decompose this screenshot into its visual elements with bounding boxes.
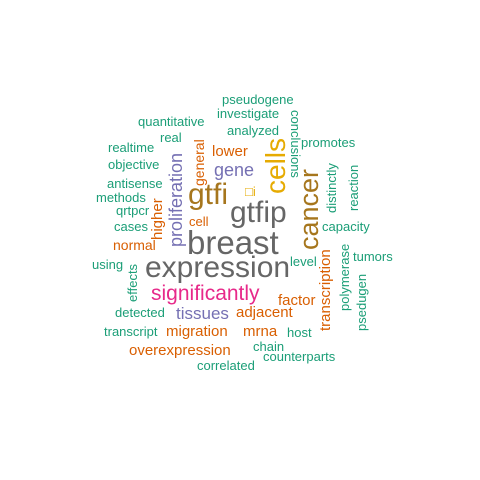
word-chain: chain bbox=[253, 339, 285, 354]
word-capacity: capacity bbox=[322, 219, 370, 234]
word-correlated: correlated bbox=[197, 358, 255, 373]
word-gtfi: gtfi bbox=[188, 178, 229, 211]
word-lower: lower bbox=[212, 143, 248, 160]
word-using: using bbox=[92, 257, 124, 272]
word-cancer: cancer bbox=[294, 168, 324, 250]
word-promotes: promotes bbox=[301, 135, 356, 150]
word-analyzed: analyzed bbox=[227, 123, 280, 138]
word-migration: migration bbox=[166, 323, 228, 340]
word-methods: methods bbox=[96, 190, 146, 205]
word-realtime: realtime bbox=[108, 140, 155, 155]
word-significantly: significantly bbox=[151, 282, 260, 305]
word-level: level bbox=[290, 254, 317, 269]
word-tumors: tumors bbox=[353, 249, 393, 264]
word-counterparts: counterparts bbox=[263, 349, 336, 364]
word-adjacent: adjacent bbox=[236, 304, 293, 321]
word-effects: effects bbox=[125, 263, 140, 302]
word-investigate: investigate bbox=[217, 106, 280, 121]
word-tissues: tissues bbox=[176, 304, 229, 323]
word-higher: higher bbox=[149, 198, 166, 240]
word-psedugen: psedugen bbox=[354, 273, 369, 331]
word-transcript: transcript bbox=[104, 324, 158, 339]
word-polymerase: polymerase bbox=[337, 243, 352, 311]
word-overexpression: overexpression bbox=[129, 342, 231, 359]
word-cells: cells bbox=[260, 137, 291, 194]
word-transcription: transcription bbox=[317, 249, 334, 331]
word-reaction: reaction bbox=[346, 164, 361, 211]
word-antisense: antisense bbox=[107, 176, 163, 191]
word-gtfip: gtfip bbox=[230, 196, 287, 229]
word-conclusions: conclusions bbox=[288, 110, 303, 178]
word-expression: expression bbox=[145, 251, 291, 284]
word-proliferation: proliferation bbox=[166, 152, 186, 247]
word-factor: factor bbox=[278, 292, 316, 309]
word-cases: cases bbox=[114, 219, 148, 234]
word-qrtpcr: qrtpcr bbox=[116, 203, 150, 218]
word-glyph: □i bbox=[245, 184, 256, 199]
word-breast: breast bbox=[187, 224, 279, 261]
word-cell: cell bbox=[189, 214, 209, 229]
word-normal: normal bbox=[113, 237, 156, 253]
word-objective: objective bbox=[108, 157, 160, 172]
word-mrna: mrna bbox=[243, 323, 278, 340]
word-detected: detected bbox=[115, 305, 165, 320]
word-real: real bbox=[160, 130, 182, 145]
word-gene: gene bbox=[214, 160, 255, 180]
word-general: general bbox=[191, 139, 207, 186]
word-quantitative: quantitative bbox=[138, 114, 205, 129]
word-distinctly: distinctly bbox=[324, 163, 339, 213]
word-host: host bbox=[287, 325, 312, 340]
word-pseudogene: pseudogene bbox=[222, 92, 294, 107]
